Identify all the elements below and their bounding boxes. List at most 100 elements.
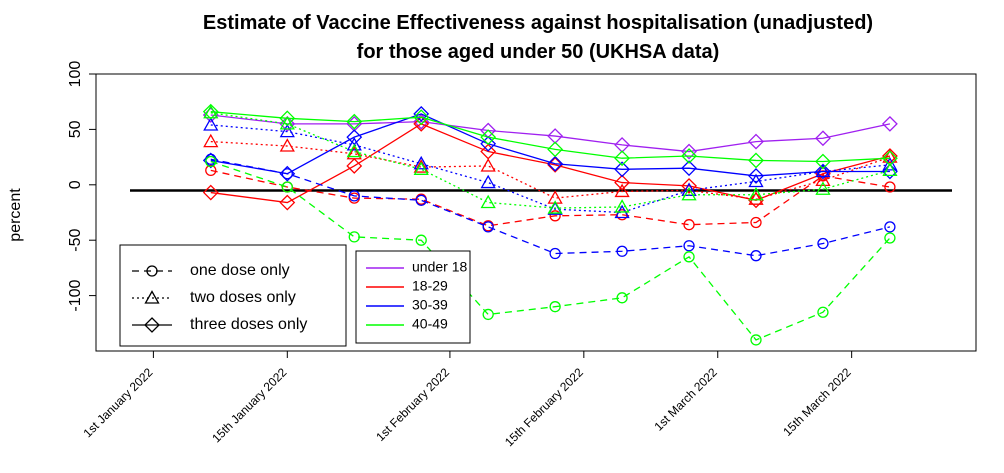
series-line-under-18-three-doses-only xyxy=(210,114,891,153)
data-point xyxy=(614,174,631,191)
chart-subtitle: for those aged under 50 (UKHSA data) xyxy=(357,41,720,63)
data-point xyxy=(413,161,429,175)
series-18-29-one-dose-only xyxy=(205,164,896,232)
data-point xyxy=(881,115,898,132)
data-point xyxy=(614,161,631,178)
data-point xyxy=(348,190,360,202)
data-point xyxy=(279,123,295,138)
plot-frame xyxy=(95,73,977,352)
x-axis: 1st January 2022 15th January 2022 1st Feb… xyxy=(81,351,854,449)
data-point xyxy=(415,234,427,246)
data-point xyxy=(413,155,429,170)
x-tick-label: 1st March 2022 xyxy=(651,365,720,434)
data-point xyxy=(750,250,762,262)
data-point xyxy=(205,164,217,177)
data-point xyxy=(750,334,762,346)
series-line-30-39-three-doses-only xyxy=(210,113,890,177)
data-point xyxy=(480,158,496,172)
data-point xyxy=(480,194,496,209)
data-point xyxy=(815,172,831,187)
data-point xyxy=(279,138,295,152)
data-point xyxy=(549,210,561,222)
data-point xyxy=(748,168,764,184)
data-point xyxy=(884,181,896,193)
legend-box xyxy=(355,250,471,344)
data-point xyxy=(279,165,296,182)
data-point xyxy=(616,292,628,304)
data-point xyxy=(881,150,898,167)
data-point xyxy=(681,160,697,177)
data-point xyxy=(748,152,764,169)
series-line-30-39-two-doses-only xyxy=(210,124,890,214)
data-point xyxy=(413,159,429,173)
data-point xyxy=(614,183,630,198)
y-tick-label: 100 xyxy=(67,61,84,88)
legend-label: three doses only xyxy=(190,316,307,333)
y-tick-label: 0 xyxy=(67,180,84,189)
x-tick-label: 15th March 2022 xyxy=(780,365,854,439)
data-point xyxy=(881,163,898,180)
data-point xyxy=(815,130,831,147)
data-point xyxy=(281,168,293,180)
series-layer xyxy=(202,103,898,346)
data-point xyxy=(748,133,764,150)
x-tick-label: 15th February 2022 xyxy=(502,365,586,449)
data-point xyxy=(480,129,497,146)
data-point xyxy=(279,110,296,127)
data-point xyxy=(882,162,898,177)
legend-marker-circle xyxy=(146,265,158,277)
data-point xyxy=(346,137,362,151)
legend-label: one dose only xyxy=(190,262,290,279)
legend-box xyxy=(119,244,347,347)
chart-title: Estimate of Vaccine Effectiveness agains… xyxy=(203,12,873,34)
data-point xyxy=(413,105,430,122)
data-point xyxy=(202,103,219,120)
data-point xyxy=(279,194,296,211)
y-tick-label: 50 xyxy=(67,120,84,138)
data-point xyxy=(882,157,898,171)
data-point xyxy=(815,163,831,180)
data-point xyxy=(202,152,219,169)
data-point xyxy=(748,186,764,201)
legend-label: 30-39 xyxy=(412,297,448,313)
series-30-39-three-doses-only xyxy=(202,105,898,184)
data-point xyxy=(614,150,631,167)
data-point xyxy=(415,194,427,206)
data-point xyxy=(549,247,561,260)
data-point xyxy=(884,232,896,244)
legend-label: under 18 xyxy=(412,259,467,275)
data-point xyxy=(547,141,564,158)
data-point xyxy=(346,113,363,130)
data-point xyxy=(817,306,829,318)
data-point xyxy=(202,184,219,201)
data-point xyxy=(683,240,695,252)
data-point xyxy=(346,158,363,174)
data-point xyxy=(748,192,764,209)
data-point xyxy=(279,116,295,130)
data-point xyxy=(815,163,831,178)
x-tick-label: 1st February 2022 xyxy=(373,365,452,444)
data-point xyxy=(348,231,360,243)
legend-marker-diamond xyxy=(144,317,160,333)
data-point xyxy=(547,155,564,172)
data-point xyxy=(815,181,831,195)
data-point xyxy=(413,115,430,132)
data-point xyxy=(480,174,496,189)
data-point xyxy=(815,153,831,170)
data-point xyxy=(480,135,497,152)
legend-label: two doses only xyxy=(190,289,296,306)
data-point xyxy=(748,173,764,188)
data-point xyxy=(614,199,630,213)
data-point xyxy=(482,221,494,233)
data-point xyxy=(817,237,829,250)
data-point xyxy=(413,109,430,126)
x-tick-label: 1st January 2022 xyxy=(81,365,156,440)
series-line-18-29-two-doses-only xyxy=(210,140,891,200)
data-point xyxy=(681,186,697,201)
x-tick-label: 15th January 2022 xyxy=(209,365,289,445)
data-point xyxy=(346,143,362,158)
y-axis: 100 50 0 -50 -100 xyxy=(67,61,96,312)
data-point xyxy=(547,200,563,214)
data-point xyxy=(203,133,219,148)
